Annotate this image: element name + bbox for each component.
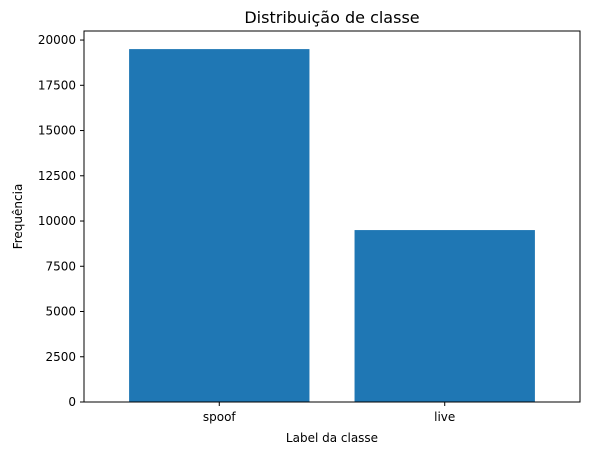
y-axis-ticks: 0 2500 5000 7500 10000 12500 15000 17500 20000: [38, 33, 84, 409]
plot-area: 0 2500 5000 7500 10000 12500 15000 17500 20000 s…: [38, 30, 581, 424]
bar-live: [354, 230, 535, 402]
y-tick-label-12500: 12500: [38, 169, 76, 183]
y-tick-label-2500: 2500: [45, 350, 76, 364]
y-tick-label-10000: 10000: [38, 214, 76, 228]
y-tick-label-7500: 7500: [45, 259, 76, 273]
bar-spoof: [129, 49, 310, 402]
axes-frame: [83, 30, 581, 403]
y-tick-label-20000: 20000: [38, 33, 76, 47]
y-tick-label-0: 0: [68, 395, 76, 409]
bars-layer: [129, 49, 535, 402]
chart-title: Distribuição de classe: [244, 8, 419, 27]
y-tick-label-15000: 15000: [38, 124, 76, 138]
y-tick-label-5000: 5000: [45, 305, 76, 319]
x-axis-label: Label da classe: [286, 431, 378, 445]
y-tick-label-17500: 17500: [38, 78, 76, 92]
x-axis-ticks: spoof live: [203, 402, 455, 424]
y-axis-label: Frequência: [11, 184, 25, 250]
x-tick-label-spoof: spoof: [203, 410, 237, 424]
x-tick-label-live: live: [434, 410, 455, 424]
